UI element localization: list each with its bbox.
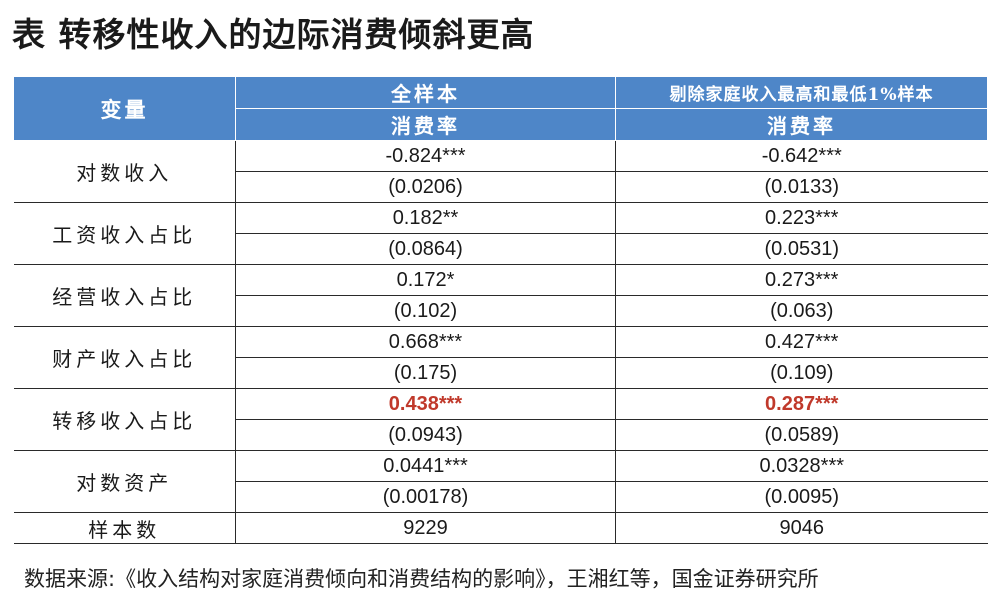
table-title: 表 转移性收入的边际消费倾斜更高 [12,15,535,54]
coef-full: 0.0441*** [235,450,616,482]
coef-trimmed: 0.223*** [615,202,988,234]
se-trimmed: (0.063) [615,295,988,327]
coef-trimmed-highlighted: 0.287*** [615,388,988,420]
coef-full: -0.824*** [235,140,616,172]
table-row: (0.00178) (0.0095) [14,481,988,513]
table-row: 经营收入占比 0.172* 0.273*** [13,264,988,327]
table-row: (0.0943) (0.0589) [14,419,988,451]
row-label: 样本数 [13,512,236,544]
coef-trimmed: 0.0328*** [615,450,988,482]
se-full: (0.0206) [235,171,616,203]
header-dependent-full: 消费率 [235,108,616,141]
coef-trimmed: 0.273*** [615,264,988,296]
se-trimmed: (0.109) [615,357,988,389]
table-row: (0.0206) (0.0133) [14,171,988,203]
table-row: 对数资产 0.0441*** 0.0328*** [13,450,988,513]
se-trimmed: (0.0095) [615,481,988,513]
row-label: 经营收入占比 [13,264,236,327]
se-full: (0.00178) [235,481,616,513]
coef-full: 0.182** [235,202,616,234]
table-row: (0.175) (0.109) [14,357,988,389]
coef-full-highlighted: 0.438*** [235,388,616,420]
coef-trimmed: 0.427*** [615,326,988,358]
table-row: 财产收入占比 0.668*** 0.427*** [13,326,988,389]
header-trimmed-sample: 剔除家庭收入最高和最低1%样本 [615,76,988,109]
row-label: 对数资产 [13,450,236,513]
header-full-sample: 全样本 [235,76,616,109]
header-dependent-trimmed: 消费率 [615,108,988,141]
se-trimmed: (0.0589) [615,419,988,451]
table-row: 工资收入占比 0.182** 0.223*** [13,202,988,265]
se-full: (0.175) [235,357,616,389]
sample-size-trimmed: 9046 [615,512,988,544]
se-full: (0.0943) [235,419,616,451]
se-trimmed: (0.0531) [615,233,988,265]
se-full: (0.0864) [235,233,616,265]
table-row: (0.102) (0.063) [14,295,988,327]
source-note: 数据来源:《收入结构对家庭消费倾向和消费结构的影响》，王湘红等，国金证券研究所 [24,567,819,591]
coef-trimmed: -0.642*** [615,140,988,172]
sample-size-full: 9229 [235,512,616,544]
coef-full: 0.172* [235,264,616,296]
table-row: 对数收入 -0.824*** -0.642*** [13,140,988,203]
se-trimmed: (0.0133) [615,171,988,203]
header-variable: 变量 [13,76,236,141]
row-label: 财产收入占比 [13,326,236,389]
table-row-sample-size: 样本数 9229 9046 [13,512,988,544]
row-label: 转移收入占比 [13,388,236,451]
regression-table: 变量 全样本 剔除家庭收入最高和最低1%样本 消费率 消费率 对数收入 -0.8… [13,76,988,544]
se-full: (0.102) [235,295,616,327]
table-row: 转移收入占比 0.438*** 0.287*** [13,388,988,451]
row-label: 对数收入 [13,140,236,203]
row-label: 工资收入占比 [13,202,236,265]
coef-full: 0.668*** [235,326,616,358]
